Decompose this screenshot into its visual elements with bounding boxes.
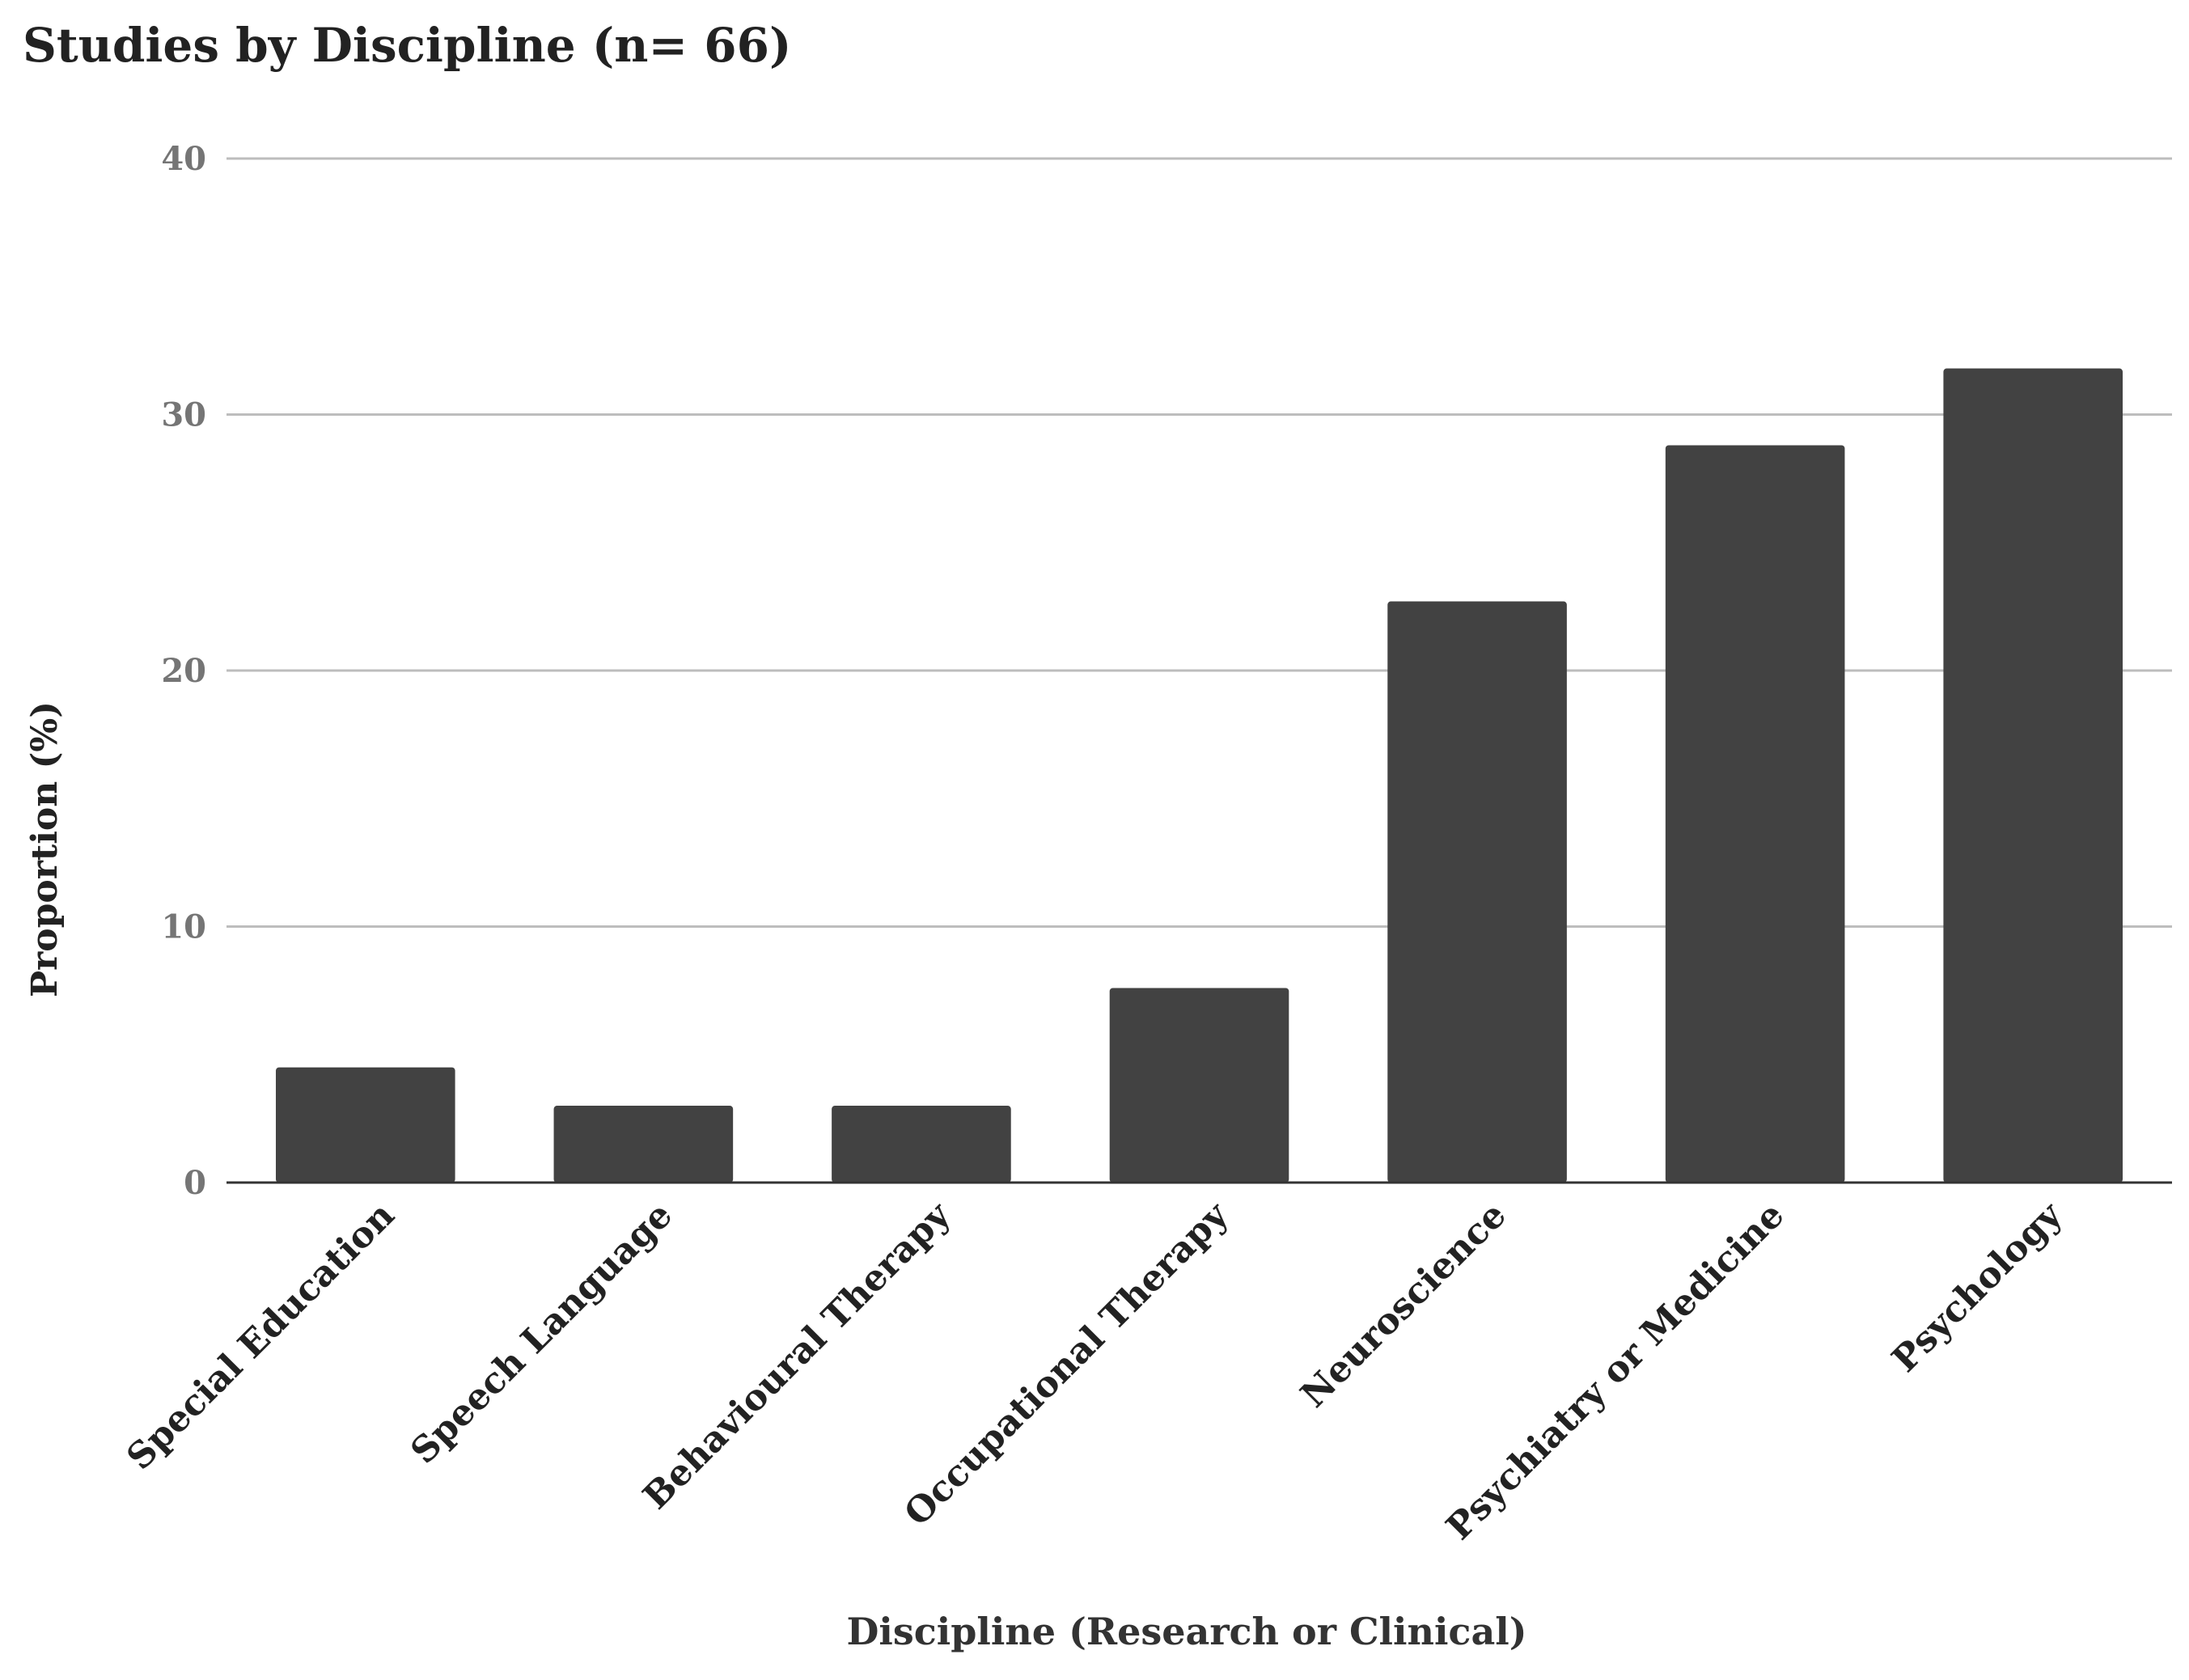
y-tick-label: 0 bbox=[184, 1164, 206, 1202]
bar bbox=[1109, 988, 1289, 1183]
bars bbox=[275, 368, 2123, 1183]
x-tick-label: Occupational Therapy bbox=[896, 1194, 1237, 1534]
x-axis-ticks: Special Education Speech LanguageBehaviou… bbox=[119, 1194, 2071, 1548]
x-tick-label: Psychiatry or Medicine bbox=[1438, 1195, 1792, 1548]
x-tick-label: Neuroscience bbox=[1293, 1195, 1514, 1416]
bar bbox=[275, 1067, 455, 1183]
x-tick-label: Psychology bbox=[1884, 1194, 2071, 1381]
x-axis-title: Discipline (Research or Clinical) bbox=[847, 1610, 1527, 1653]
bar bbox=[832, 1106, 1011, 1183]
bar bbox=[1665, 445, 1845, 1183]
y-tick-label: 10 bbox=[161, 908, 206, 946]
x-tick-label: Speech Language bbox=[403, 1195, 680, 1472]
gridlines bbox=[227, 157, 2172, 928]
bar bbox=[1943, 368, 2123, 1183]
y-axis-title: Proportion (%) bbox=[24, 701, 66, 997]
y-tick-label: 30 bbox=[161, 396, 206, 434]
y-axis-ticks: 0 10 20 30 40 bbox=[161, 140, 206, 1202]
x-tick-label: Behavioural Therapy bbox=[635, 1194, 959, 1517]
bar bbox=[553, 1106, 734, 1183]
chart-title: Studies by Discipline (n= 66) bbox=[23, 18, 792, 73]
y-tick-label: 20 bbox=[161, 652, 206, 690]
x-tick-label: Special Education bbox=[119, 1195, 402, 1478]
bar bbox=[1387, 601, 1567, 1183]
y-tick-label: 40 bbox=[161, 140, 206, 178]
